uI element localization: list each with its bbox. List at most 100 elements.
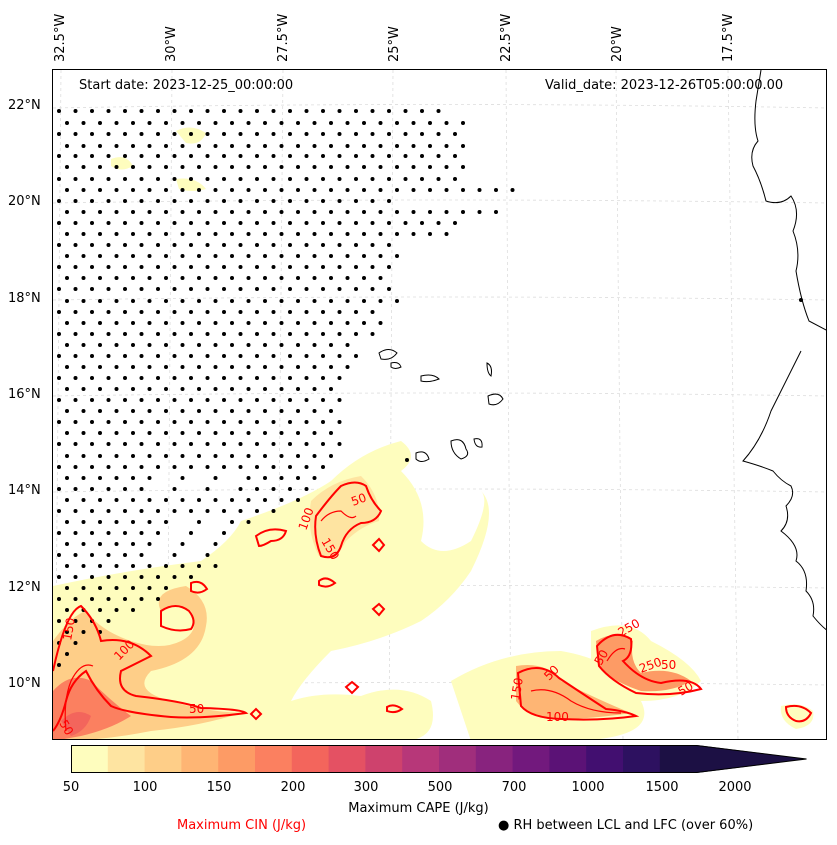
rh-dot xyxy=(139,199,144,203)
rh-dot xyxy=(172,199,177,203)
rh-dot xyxy=(263,276,267,280)
contour-label: 50 xyxy=(676,679,696,699)
rh-dot xyxy=(461,188,465,192)
rh-dot xyxy=(370,177,375,181)
rh-dot xyxy=(222,154,226,158)
rh-dot xyxy=(98,431,102,435)
rh-dot xyxy=(255,487,259,491)
rh-dot xyxy=(255,243,259,247)
rh-dot xyxy=(139,465,144,469)
rh-dot xyxy=(57,354,61,358)
rh-dot xyxy=(238,376,243,380)
rh-dot xyxy=(57,487,61,491)
rh-dot xyxy=(98,476,102,480)
rh-dot xyxy=(73,442,78,446)
rh-dot xyxy=(321,310,325,314)
rh-dot xyxy=(395,210,399,214)
rh-dot xyxy=(378,165,383,169)
rh-dot xyxy=(230,387,234,391)
rh-dot xyxy=(114,586,119,590)
colorbar-segment xyxy=(475,745,514,773)
rh-dot xyxy=(205,376,210,380)
colorbar-tick: 1500 xyxy=(645,780,679,795)
rh-dot xyxy=(238,354,243,358)
rh-dot xyxy=(197,188,201,192)
rh-dot xyxy=(131,387,135,391)
rh-dot xyxy=(164,144,168,148)
rh-dot xyxy=(131,144,135,148)
colorbar-tick: 500 xyxy=(427,780,453,795)
rh-dot xyxy=(106,287,111,291)
rh-dot xyxy=(65,608,69,612)
rh-dot xyxy=(222,109,226,113)
rh-dot xyxy=(312,343,317,347)
rh-dot xyxy=(65,586,69,590)
rh-dot xyxy=(172,221,177,225)
rh-dot xyxy=(312,409,317,413)
rh-dot xyxy=(222,199,226,203)
rh-dot xyxy=(98,365,102,369)
rh-dot xyxy=(304,487,309,491)
rh-dot xyxy=(354,332,358,336)
rh-dot xyxy=(370,199,375,203)
rh-dot xyxy=(205,354,210,358)
rh-dot xyxy=(106,619,111,623)
rh-dot xyxy=(370,265,375,269)
rh-dot xyxy=(147,144,152,148)
rh-dot xyxy=(98,498,102,502)
rh-dot xyxy=(197,210,201,214)
rh-dot xyxy=(114,409,119,413)
rh-dot xyxy=(222,531,226,535)
rh-dot xyxy=(65,232,69,236)
rh-dot xyxy=(139,575,144,579)
rh-dot xyxy=(263,299,267,303)
rh-dot xyxy=(288,398,292,402)
rh-dot xyxy=(156,509,160,513)
rh-dot xyxy=(81,409,86,413)
rh-dot xyxy=(106,398,111,402)
rh-dot xyxy=(222,132,226,136)
rh-dot xyxy=(189,575,193,579)
rh-dot xyxy=(65,299,69,303)
rh-dot xyxy=(164,299,168,303)
rh-dot xyxy=(131,431,135,435)
rh-dot xyxy=(304,310,309,314)
rh-dot xyxy=(172,132,177,136)
rh-dot xyxy=(123,199,127,203)
rh-dot xyxy=(114,144,119,148)
rh-dot xyxy=(106,575,111,579)
rh-dot xyxy=(114,387,119,391)
rh-dot xyxy=(510,188,515,192)
contour-label: 150 xyxy=(508,677,526,702)
rh-dot xyxy=(387,243,391,247)
rh-dot xyxy=(65,476,69,480)
rh-dot xyxy=(403,154,408,158)
colorbar-segment xyxy=(328,745,366,773)
rh-dot xyxy=(147,431,152,435)
rh-dot xyxy=(444,232,449,236)
rh-dot xyxy=(395,232,399,236)
rh-dot xyxy=(57,509,61,513)
rh-dot xyxy=(387,109,391,113)
rh-dot xyxy=(288,310,292,314)
rh-dot xyxy=(147,586,152,590)
map-canvas: 50 100 150 50 100 150 50 150 50 250 50 1… xyxy=(53,70,826,739)
rh-dot xyxy=(123,354,127,358)
rh-dot xyxy=(403,132,408,136)
rh-dot xyxy=(156,199,160,203)
rh-dot xyxy=(279,498,284,502)
rh-dot xyxy=(98,564,102,568)
rh-dot xyxy=(73,221,78,225)
rh-dot xyxy=(246,321,251,325)
rh-dot xyxy=(98,608,102,612)
rh-dot xyxy=(57,420,61,424)
rh-dot xyxy=(65,144,69,148)
rh-dot xyxy=(147,520,152,524)
rh-dot xyxy=(98,276,102,280)
rh-dot xyxy=(296,343,300,347)
rh-dot xyxy=(205,265,210,269)
rh-dot xyxy=(329,365,333,369)
lat-label-10n: 10°N xyxy=(8,676,41,691)
rh-dot xyxy=(57,376,61,380)
rh-dot xyxy=(246,144,251,148)
